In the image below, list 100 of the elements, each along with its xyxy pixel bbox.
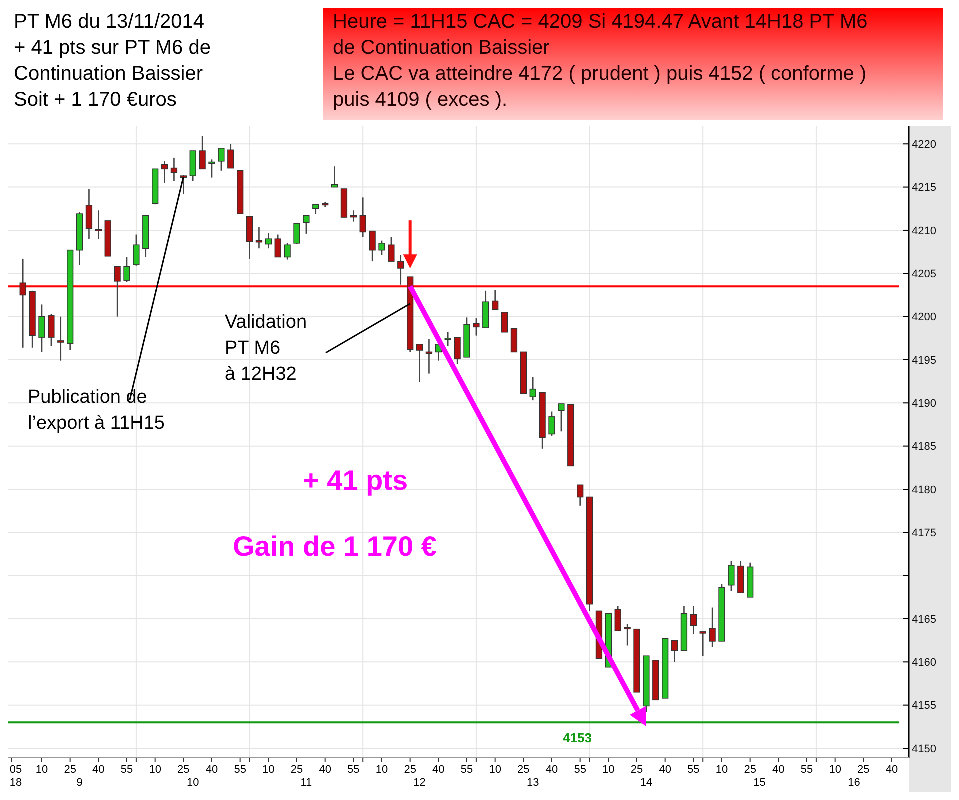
y-tick-label: 4185 xyxy=(912,441,936,454)
x-tick-label: 10 xyxy=(602,764,615,776)
y-tick-label: 4190 xyxy=(912,398,936,410)
candlestick xyxy=(58,316,64,362)
candlestick xyxy=(709,607,716,648)
x-tick-label: 40 xyxy=(319,764,332,776)
x2-tick-label: 15 xyxy=(754,777,766,789)
x-tick-label: 25 xyxy=(178,764,190,776)
x-tick-label: 10 xyxy=(489,764,502,776)
x-tick-label: 10 xyxy=(149,764,162,776)
x-tick-label: 10 xyxy=(376,764,388,776)
candlestick xyxy=(228,143,234,169)
candlestick xyxy=(20,258,26,349)
x-tick-label: 40 xyxy=(206,764,218,776)
x-tick-label: 40 xyxy=(92,764,105,776)
candlestick xyxy=(577,484,584,507)
candlestick xyxy=(624,624,631,646)
y-tick-label: 4210 xyxy=(912,225,936,238)
candlestick xyxy=(199,136,206,170)
x-tick-label: 55 xyxy=(234,764,246,776)
x-tick-label: 25 xyxy=(630,764,644,776)
x-tick-label: 10 xyxy=(716,764,728,776)
candlestick xyxy=(180,174,187,195)
x-tick-label: 10 xyxy=(262,764,275,776)
y-tick-label: 4220 xyxy=(912,138,936,151)
x-tick-label: 55 xyxy=(800,764,814,776)
y-tick-label: 4200 xyxy=(912,312,936,324)
candlestick xyxy=(398,254,404,286)
annotation: Gain de 1 170 € xyxy=(233,531,438,562)
candlestick xyxy=(671,640,678,663)
x2-tick-label: 16 xyxy=(848,777,860,789)
candlestick xyxy=(454,336,461,365)
candlestick xyxy=(492,289,499,311)
candlestick xyxy=(728,560,735,592)
y-tick-label: 4150 xyxy=(912,743,936,756)
candlestick xyxy=(444,332,452,347)
candlestick xyxy=(38,304,46,353)
x-tick-label: 25 xyxy=(858,764,870,776)
x-tick-label: 25 xyxy=(404,764,416,776)
x2-tick-label: 10 xyxy=(186,777,200,789)
candlestick xyxy=(114,266,121,318)
candlestick xyxy=(614,605,622,632)
y-tick-label: 4180 xyxy=(912,484,936,496)
candlestick xyxy=(360,197,366,238)
annotation: Publication de l’export à 11H15 xyxy=(28,387,165,434)
x-tick-label: 25 xyxy=(290,764,304,776)
x-tick-label: 40 xyxy=(772,764,785,776)
x-tick-label: 40 xyxy=(546,764,558,776)
x2-tick-label: 11 xyxy=(300,777,312,789)
candlestick xyxy=(530,376,536,402)
candlestick xyxy=(294,222,300,245)
x-tick-label: 05 xyxy=(10,764,22,776)
candlestick xyxy=(312,204,320,215)
annotation: Validation PT M6 à 12H32 xyxy=(225,312,308,385)
candlestick xyxy=(548,411,556,437)
x2-tick-label: 13 xyxy=(526,777,540,789)
y-tick-label: 4175 xyxy=(912,528,936,540)
candlestick xyxy=(558,403,565,432)
y-tick-label: 4160 xyxy=(912,657,936,670)
y-tick-label: 4165 xyxy=(912,614,936,626)
candlestick xyxy=(274,234,282,258)
y-tick-label: 4205 xyxy=(912,268,936,280)
candlestick xyxy=(501,312,508,333)
ref-line-label: 4153 xyxy=(563,730,592,746)
candlestick xyxy=(218,148,225,172)
x-tick-label: 55 xyxy=(460,764,474,776)
x2-tick-label: 12 xyxy=(414,777,426,789)
candlestick xyxy=(124,256,130,283)
candlestick xyxy=(95,210,102,240)
candlestick xyxy=(208,159,216,178)
x-tick-label: 55 xyxy=(120,764,134,776)
x-tick-label: 10 xyxy=(829,764,842,776)
x-tick-label: 40 xyxy=(659,764,672,776)
candlestick xyxy=(369,230,376,262)
x-tick-label: 10 xyxy=(36,764,48,776)
candlestick xyxy=(133,234,140,267)
candlestick xyxy=(48,314,55,347)
x-tick-label: 40 xyxy=(886,764,898,776)
y-tick-label: 4215 xyxy=(912,182,936,194)
x-tick-label: 25 xyxy=(518,764,530,776)
annotation: + 41 pts xyxy=(303,465,408,496)
x-tick-label: 55 xyxy=(348,764,360,776)
y-tick-label: 4195 xyxy=(912,354,936,367)
candlestick xyxy=(510,328,518,353)
candlestick xyxy=(700,631,706,657)
x-tick-label: 55 xyxy=(688,764,700,776)
x-tick-label: 25 xyxy=(744,764,756,776)
x2-tick-label: 14 xyxy=(640,777,653,789)
x-tick-label: 55 xyxy=(574,764,586,776)
y-tick-label: 4155 xyxy=(912,700,936,712)
chart-subtitle: Heure = 11H15 CAC = 4209 Si 4194.47 Avant 14H18 PT M6 de Continuation Baissier Le CAC va atteindre 4172 ( prudent ) puis 4152 ( conforme ) puis 4109 ( exces ). xyxy=(333,11,868,111)
x2-tick-label: 18 xyxy=(10,777,22,789)
candlestick xyxy=(86,188,93,240)
candlestick xyxy=(265,232,272,250)
candlestick xyxy=(378,240,386,256)
candlestick xyxy=(388,236,395,262)
candlestick xyxy=(161,160,168,184)
x-tick-label: 40 xyxy=(432,764,445,776)
candlestick xyxy=(284,242,291,260)
candlestick xyxy=(473,318,480,336)
